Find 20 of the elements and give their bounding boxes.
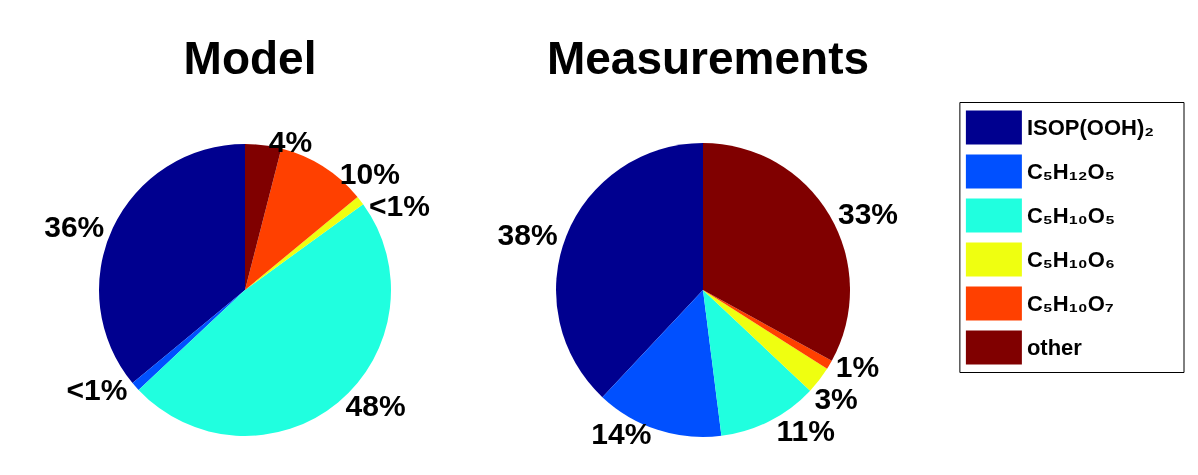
legend-label: other (1026, 335, 1083, 360)
data-label: 48% (345, 389, 406, 423)
data-label: 11% (776, 414, 835, 448)
legend-label: C₅H₁₀O₅ (1026, 203, 1115, 228)
data-label: <1% (369, 188, 430, 222)
legend-label: ISOP(OOH)₂ (1026, 115, 1155, 140)
data-label: 10% (339, 156, 400, 190)
slice-label: Model (183, 32, 317, 84)
data-label: 38% (497, 217, 558, 251)
data-label: <1% (66, 372, 128, 406)
data-label: 4% (268, 124, 313, 158)
slice-label: Measurements (546, 32, 870, 84)
data-label: 33% (837, 196, 899, 230)
data-label: 3% (814, 382, 858, 416)
legend-label: C₅H₁₂O₅ (1026, 159, 1115, 184)
data-label: 36% (44, 209, 105, 243)
data-label: 14% (591, 417, 652, 451)
legend-label: C₅H₁₀O₇ (1026, 291, 1114, 316)
data-label: 1% (835, 350, 880, 384)
legend-label: C₅H₁₀O₆ (1026, 247, 1115, 272)
